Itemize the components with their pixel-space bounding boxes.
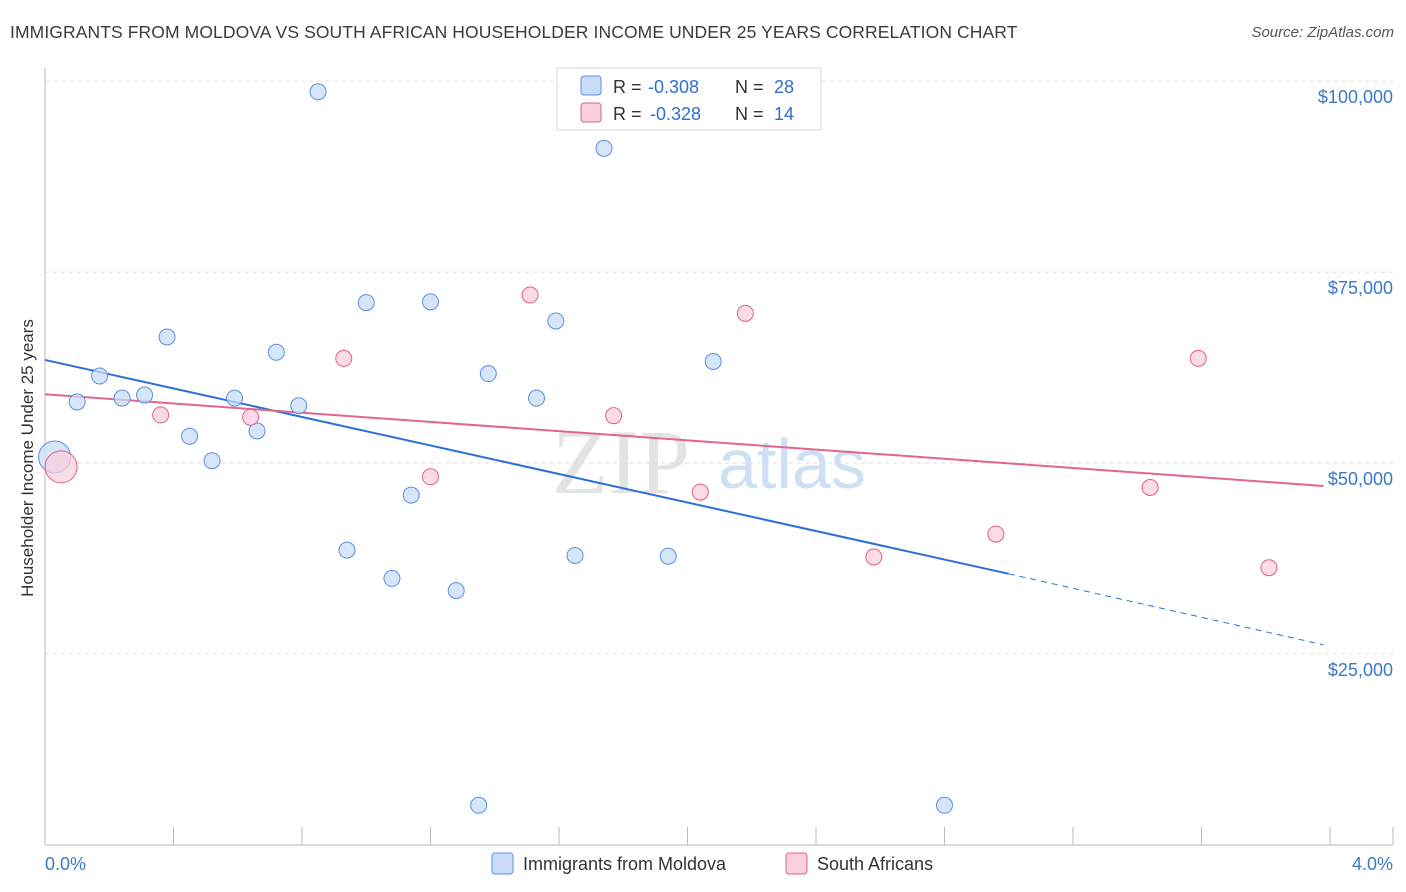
trend-lines: [44, 358, 1324, 646]
trend-line-south_african: [44, 393, 1324, 487]
correlation-legend: R = -0.308 N = 28 R = -0.328 N = 14: [556, 67, 822, 131]
point-moldova: [447, 582, 465, 600]
bottom-legend-swatch-moldova: [491, 852, 514, 875]
point-south_african: [242, 408, 260, 426]
point-moldova: [309, 83, 327, 101]
y-tick-label: $75,000: [1328, 278, 1393, 298]
legend-r-label-moldova: R =: [613, 77, 642, 97]
x-tick-label-min: 0.0%: [45, 854, 86, 874]
series-legend: Immigrants from Moldova South Africans: [491, 852, 933, 875]
point-moldova: [226, 389, 244, 407]
point-moldova: [547, 312, 565, 330]
point-moldova: [383, 569, 401, 587]
point-moldova: [136, 386, 154, 404]
point-moldova: [479, 365, 497, 383]
x-ticks: [44, 827, 1394, 845]
legend-r-value-south-african: -0.328: [650, 104, 701, 124]
y-axis-label: Householder Income Under 25 years: [18, 319, 37, 597]
legend-r-label-south-african: R =: [613, 104, 642, 124]
point-moldova: [659, 547, 677, 565]
point-south_african: [736, 304, 754, 322]
watermark-atlas: atlas: [718, 425, 866, 503]
point-moldova: [158, 328, 176, 346]
point-moldova: [422, 293, 439, 311]
legend-swatch-moldova: [580, 75, 602, 96]
point-south_african: [44, 450, 78, 484]
legend-n-value-moldova: 28: [774, 77, 794, 97]
point-moldova: [338, 541, 356, 559]
bottom-legend-label-south-african: South Africans: [817, 854, 933, 874]
point-moldova: [248, 422, 266, 440]
chart-title: IMMIGRANTS FROM MOLDOVA VS SOUTH AFRICAN…: [10, 22, 1018, 42]
y-tick-label: $50,000: [1328, 469, 1393, 489]
bottom-legend-label-moldova: Immigrants from Moldova: [523, 854, 727, 874]
bottom-legend-swatch-south-african: [785, 852, 808, 875]
legend-r-value-moldova: -0.308: [648, 77, 699, 97]
point-moldova: [402, 486, 420, 504]
point-moldova: [470, 796, 488, 814]
point-south_african: [865, 548, 883, 566]
point-south_african: [605, 407, 623, 425]
point-south_african: [335, 349, 353, 367]
point-moldova: [936, 796, 953, 814]
point-south_african: [1141, 478, 1159, 496]
y-tick-label: $100,000: [1318, 87, 1393, 107]
point-moldova: [181, 427, 199, 445]
source-label: Source: ZipAtlas.com: [1251, 24, 1394, 41]
legend-n-value-south-african: 14: [774, 104, 794, 124]
point-south_african: [422, 468, 439, 486]
legend-n-label-south-african: N =: [735, 104, 764, 124]
point-south_african: [691, 483, 709, 501]
point-moldova: [357, 294, 375, 312]
point-moldova: [566, 546, 584, 564]
trend-line-moldova: [44, 358, 1009, 575]
point-south_african: [152, 406, 170, 424]
trend-line-extension-moldova: [1008, 573, 1324, 646]
data-points: [38, 83, 1278, 814]
point-south_african: [521, 286, 539, 304]
y-tick-label: $25,000: [1328, 660, 1393, 680]
point-south_african: [1189, 349, 1207, 367]
point-south_african: [987, 525, 1005, 543]
y-tick-labels: $25,000 $50,000 $75,000 $100,000: [1318, 87, 1393, 680]
point-moldova: [91, 367, 109, 385]
point-moldova: [203, 452, 221, 470]
point-moldova: [113, 389, 131, 407]
legend-swatch-south-african: [580, 102, 602, 123]
x-tick-label-max: 4.0%: [1352, 854, 1393, 874]
point-moldova: [704, 352, 722, 370]
point-moldova: [595, 139, 613, 157]
legend-n-label-moldova: N =: [735, 77, 764, 97]
point-moldova: [68, 393, 86, 411]
point-south_african: [1260, 559, 1278, 577]
watermark-zip: ZIP: [552, 411, 690, 513]
point-moldova: [528, 389, 546, 407]
point-moldova: [290, 397, 308, 415]
point-moldova: [267, 343, 285, 361]
watermark: ZIP atlas: [552, 411, 866, 513]
